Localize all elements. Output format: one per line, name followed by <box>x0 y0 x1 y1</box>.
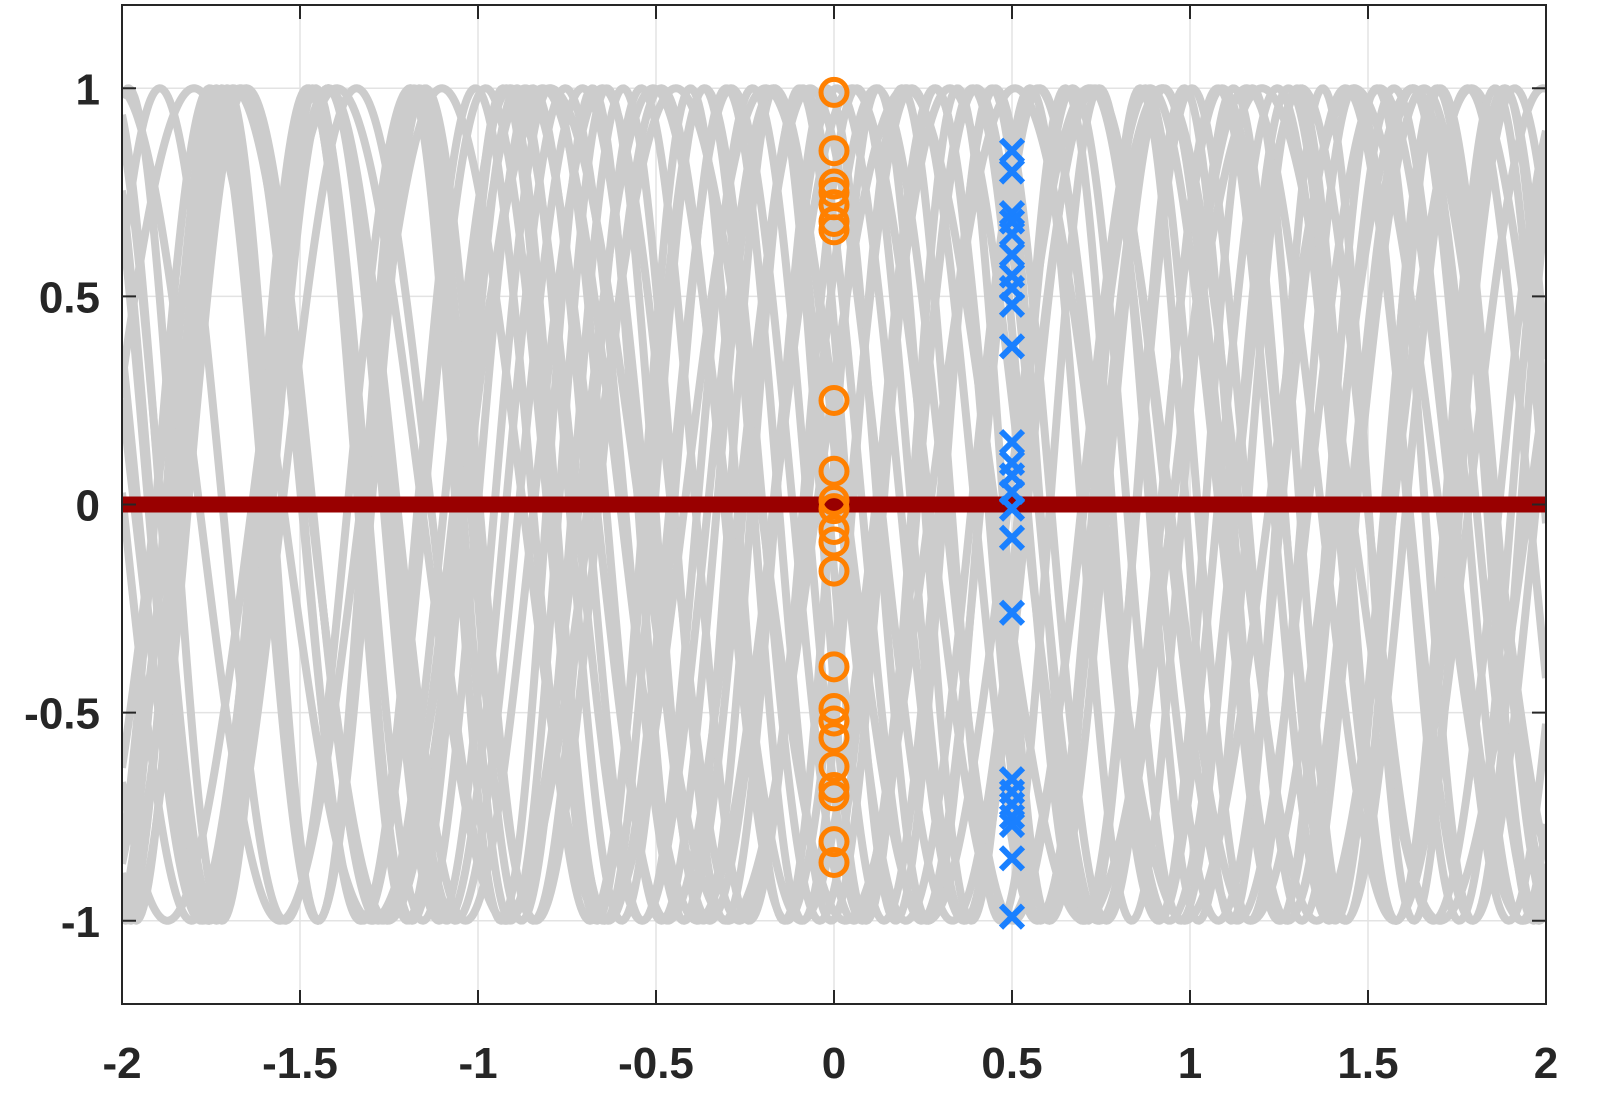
cross-marker <box>998 903 1026 930</box>
circle-marker <box>818 555 850 587</box>
cross-marker <box>998 200 1026 227</box>
y-tick-label: -1 <box>61 898 100 947</box>
background-curve <box>122 84 1546 925</box>
x-tick-label: 1 <box>1178 1039 1202 1088</box>
x-tick-label: 1.5 <box>1337 1039 1398 1088</box>
x-tick-label: -0.5 <box>618 1039 694 1088</box>
y-tick-label: 0 <box>76 482 100 531</box>
cross-marker <box>998 291 1026 318</box>
tick-marks <box>121 5 1547 1004</box>
circle-marker <box>818 751 850 783</box>
circle-marker <box>818 705 850 737</box>
y-tick-label: -0.5 <box>24 690 100 739</box>
x-tick-labels: -2 -1.5 -1 -0.5 0 0.5 1 1.5 2 <box>102 1039 1558 1088</box>
y-tick-label: 0.5 <box>39 273 100 322</box>
x-tick-label: 0 <box>822 1039 846 1088</box>
circle-marker <box>818 214 850 246</box>
background-curve <box>122 84 1546 925</box>
circle-marker <box>818 780 850 812</box>
cross-marker <box>998 495 1026 522</box>
circle-marker <box>818 513 850 545</box>
y-tick-labels: 1 0.5 0 -0.5 -1 <box>24 65 100 947</box>
markers <box>818 76 1026 930</box>
x-tick-label: -1 <box>458 1039 497 1088</box>
background-curve <box>122 84 1546 925</box>
circle-marker <box>818 455 850 487</box>
cross-marker <box>998 599 1026 626</box>
circle-marker <box>818 384 850 416</box>
cross-marker <box>998 333 1026 360</box>
circle-marker <box>818 493 850 525</box>
y-tick-label: 1 <box>76 65 100 114</box>
cross-marker <box>998 137 1026 164</box>
cross-marker <box>998 524 1026 551</box>
circle-marker <box>818 76 850 108</box>
cross-marker <box>998 803 1026 830</box>
x-tick-label: -2 <box>102 1039 141 1088</box>
circle-marker <box>818 651 850 683</box>
circle-marker <box>818 135 850 167</box>
circle-marker <box>818 846 850 878</box>
cross-marker <box>998 220 1026 248</box>
circle-marker <box>818 692 850 724</box>
cross-marker <box>998 811 1026 839</box>
circle-marker <box>818 176 850 208</box>
cross-marker <box>998 845 1026 872</box>
x-tick-label: 0.5 <box>981 1039 1042 1088</box>
circle-marker <box>818 722 850 754</box>
x-tick-label: -1.5 <box>262 1039 338 1088</box>
circle-marker <box>818 526 850 558</box>
cross-marker <box>998 241 1026 268</box>
cross-marker <box>998 428 1026 456</box>
cross-marker <box>998 158 1026 185</box>
background-curves <box>122 84 1546 925</box>
circle-marker <box>818 826 850 858</box>
x-tick-label: 2 <box>1534 1039 1558 1088</box>
